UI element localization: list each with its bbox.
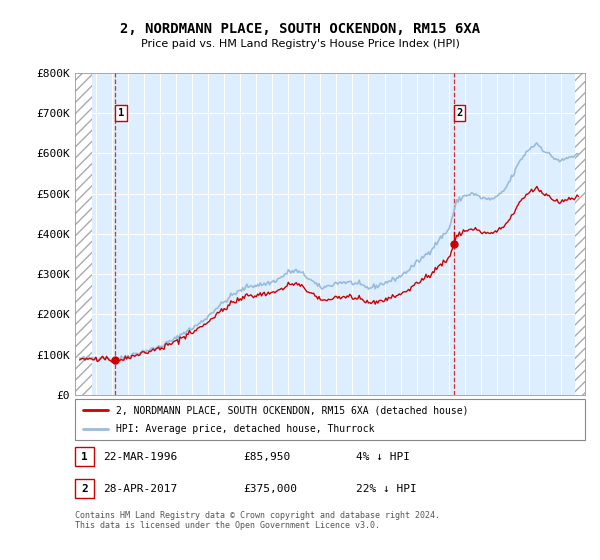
Text: 1: 1 (118, 108, 124, 118)
Text: 2: 2 (82, 484, 88, 494)
Text: HPI: Average price, detached house, Thurrock: HPI: Average price, detached house, Thur… (116, 424, 374, 433)
Text: 2, NORDMANN PLACE, SOUTH OCKENDON, RM15 6XA (detached house): 2, NORDMANN PLACE, SOUTH OCKENDON, RM15 … (116, 405, 469, 415)
Text: 1: 1 (82, 451, 88, 461)
Bar (75, 447, 94, 466)
Bar (575, 73, 585, 395)
Bar (75, 479, 94, 498)
Text: 22-MAR-1996: 22-MAR-1996 (103, 451, 178, 461)
Text: 28-APR-2017: 28-APR-2017 (103, 484, 178, 494)
Text: Contains HM Land Registry data © Crown copyright and database right 2024.
This d: Contains HM Land Registry data © Crown c… (75, 511, 440, 530)
Text: Price paid vs. HM Land Registry's House Price Index (HPI): Price paid vs. HM Land Registry's House … (140, 39, 460, 49)
Text: £375,000: £375,000 (244, 484, 298, 494)
Text: 22% ↓ HPI: 22% ↓ HPI (355, 484, 416, 494)
Text: £85,950: £85,950 (244, 451, 290, 461)
Bar (75, 73, 92, 395)
Text: 2: 2 (456, 108, 463, 118)
Text: 2, NORDMANN PLACE, SOUTH OCKENDON, RM15 6XA: 2, NORDMANN PLACE, SOUTH OCKENDON, RM15 … (120, 22, 480, 36)
Text: 4% ↓ HPI: 4% ↓ HPI (355, 451, 409, 461)
